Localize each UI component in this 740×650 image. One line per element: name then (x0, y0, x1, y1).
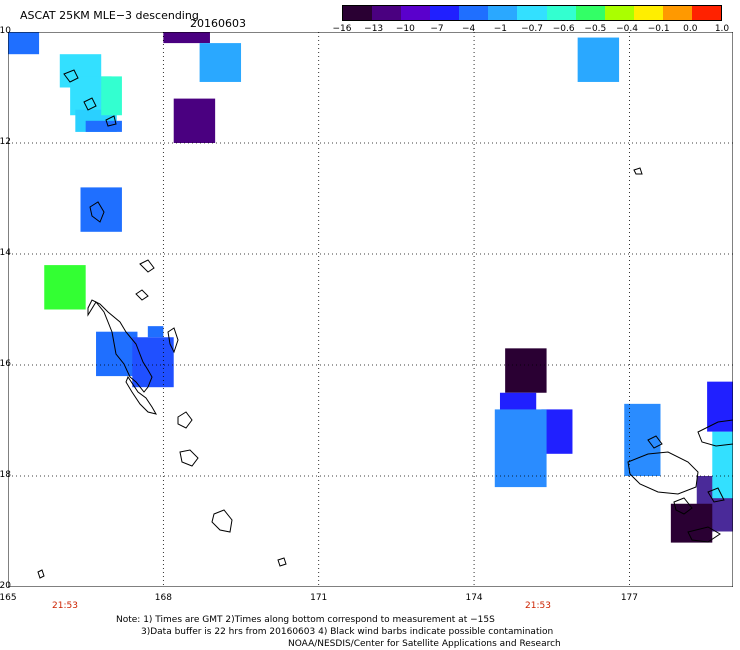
wind-cell-7 (199, 43, 242, 82)
coastlines (37, 69, 733, 579)
lat-label-1: −12 (0, 137, 11, 147)
note-line-3: NOAA/NESDIS/Center for Satellite Applica… (288, 639, 561, 649)
coastline-tanna (211, 509, 233, 533)
lon-label-3: 174 (465, 593, 483, 603)
colorbar-segment-5 (488, 6, 518, 20)
time-label-1: 21:53 (52, 601, 78, 611)
colorbar-label-8: −0.5 (584, 24, 607, 34)
colorbar-segment-0 (343, 6, 373, 20)
colorbar-segment-11 (662, 6, 692, 20)
map-date: 20160603 (190, 17, 246, 30)
wind-cell-9 (80, 187, 122, 232)
wind-cell-14 (505, 348, 547, 393)
wind-cell-12 (132, 337, 174, 388)
wind-cell-22 (712, 431, 733, 499)
colorbar-label-6: −0.7 (521, 24, 543, 34)
note-line-2: 3)Data buffer is 22 hrs from 20160603 4)… (141, 627, 554, 637)
time-label-2: 21:53 (525, 601, 551, 611)
colorbar-label-7: −0.6 (552, 24, 575, 34)
coastline-fiji-kadavu (687, 526, 721, 543)
colorbar-label-12: 1.0 (714, 24, 730, 34)
lat-label-3: −16 (0, 359, 11, 369)
colorbar-label-10: −0.1 (647, 24, 670, 34)
wind-cell-19 (624, 403, 661, 476)
wind-cell-6 (163, 32, 210, 44)
colorbar (342, 5, 722, 21)
map-canvas (8, 32, 733, 587)
coastline-small-3 (135, 289, 149, 301)
wind-cell-17 (494, 409, 547, 488)
coastline-small-8 (37, 569, 45, 579)
note-line-1: Note: 1) Times are GMT 2)Times along bot… (116, 615, 495, 625)
colorbar-label-1: −13 (364, 24, 384, 34)
coastline-espiritu-santo (87, 299, 153, 393)
colorbar-segment-1 (372, 6, 402, 20)
coastline-fiji-small-2 (707, 487, 725, 503)
map-panel (8, 32, 733, 587)
colorbar-segment-7 (546, 6, 576, 20)
coastline-small-7 (105, 115, 117, 127)
grid-lines (8, 32, 733, 587)
wind-cell-13 (147, 326, 164, 338)
map-title: ASCAT 25KM MLE−3 descending (20, 9, 199, 22)
coastline-fiji-vitilevu (627, 451, 699, 495)
coastline-small-2 (139, 259, 155, 273)
coastline-small-1 (167, 327, 179, 354)
colorbar-label-11: 0.0 (683, 24, 698, 34)
coastline-small-9 (277, 557, 287, 567)
colorbar-segment-8 (575, 6, 605, 20)
lon-label-1: 168 (154, 593, 172, 603)
wind-cell-0 (8, 32, 40, 55)
wind-cell-11 (96, 331, 138, 377)
lat-label-4: −18 (0, 470, 11, 480)
wind-cell-21 (670, 503, 713, 543)
coastline-small-6 (83, 97, 97, 111)
coastline-fiji-small-1 (673, 497, 693, 515)
colorbar-segment-6 (517, 6, 547, 20)
wind-cell-23 (707, 381, 733, 432)
coastline-erromango (179, 449, 199, 467)
colorbar-segment-12 (691, 6, 722, 20)
wind-cells (8, 32, 733, 543)
coastline-small-5 (63, 69, 79, 83)
coastline-fiji-small-4 (647, 435, 663, 449)
colorbar-label-5: −1 (493, 24, 507, 34)
coastline-fiji-small-3 (633, 167, 643, 175)
colorbar-segment-2 (401, 6, 431, 20)
colorbar-segment-10 (633, 6, 663, 20)
lat-label-5: −20 (0, 581, 11, 591)
wind-cell-18 (577, 37, 620, 82)
colorbar-segment-4 (459, 6, 489, 20)
colorbar-label-0: −16 (332, 24, 352, 34)
colorbar-label-3: −7 (430, 24, 444, 34)
colorbar-label-2: −10 (395, 24, 415, 34)
lat-label-2: −14 (0, 248, 11, 258)
wind-cell-10 (44, 265, 86, 310)
wind-cell-4 (101, 76, 122, 116)
coastline-fiji-vanualevu (697, 419, 733, 447)
coastline-efate (177, 411, 193, 429)
lat-label-0: −10 (0, 26, 11, 36)
lon-label-2: 171 (310, 593, 328, 603)
colorbar-label-9: −0.4 (616, 24, 638, 34)
coastline-malakula (125, 375, 158, 415)
wind-cell-16 (541, 409, 573, 454)
colorbar-segment-3 (430, 6, 460, 20)
lon-label-0: 165 (0, 593, 17, 603)
colorbar-label-4: −4 (462, 24, 476, 34)
wind-cell-8 (173, 98, 216, 143)
coastline-small-4 (89, 201, 105, 223)
lon-label-4: 177 (620, 593, 639, 603)
wind-cell-5 (85, 120, 122, 132)
colorbar-segment-9 (604, 6, 634, 20)
colorbar-labels: −16 −13 −10 −7 −4 −1 −0.7 −0.6 −0.5 −0.4 −0.1 0.0 1.… (333, 24, 730, 36)
